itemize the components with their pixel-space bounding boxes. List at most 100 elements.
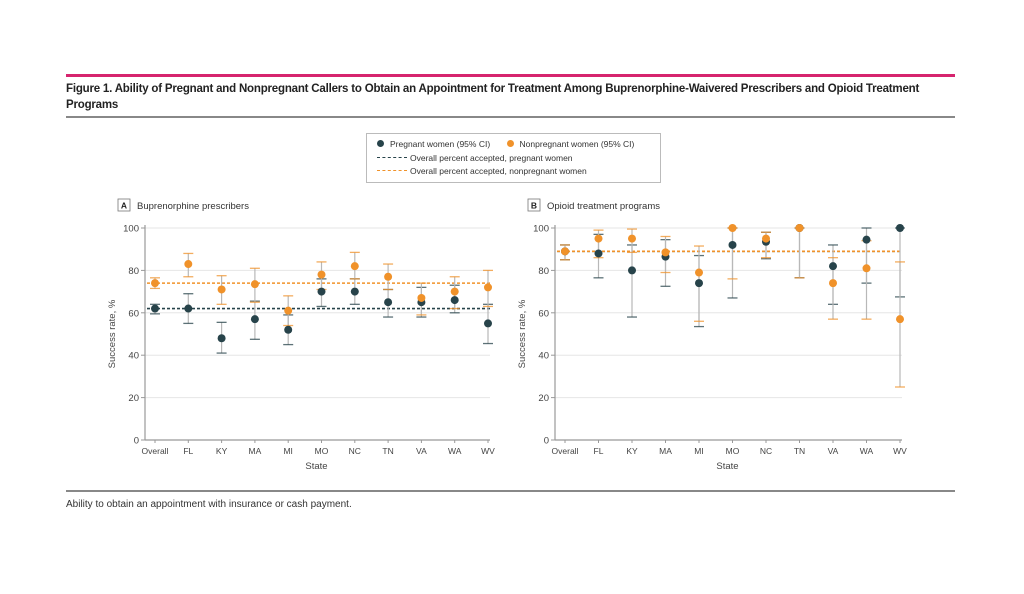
panel-label-box bbox=[117, 198, 131, 212]
x-tick-label: MO bbox=[315, 446, 329, 456]
pregnant-point bbox=[151, 304, 159, 313]
x-tick-label: KY bbox=[216, 446, 228, 456]
nonpregnant-point bbox=[862, 264, 871, 273]
legend-pregnant: Pregnant women (95% CI) bbox=[390, 139, 491, 149]
pregnant-point bbox=[450, 296, 459, 305]
nonpregnant-point bbox=[217, 285, 226, 294]
pregnant-point bbox=[284, 325, 293, 334]
y-tick-label: 80 bbox=[538, 266, 549, 277]
nonpregnant-point bbox=[284, 306, 293, 315]
x-axis-title: State bbox=[716, 461, 738, 472]
x-tick-label: WA bbox=[860, 446, 874, 456]
x-tick-label: TN bbox=[794, 446, 805, 456]
pregnant-point bbox=[250, 315, 259, 324]
x-tick-label: WV bbox=[893, 446, 907, 456]
legend-row-overall-nonpregnant: Overall percent accepted, nonpregnant wo… bbox=[377, 165, 587, 177]
legend-nonpregnant: Nonpregnant women (95% CI) bbox=[519, 139, 635, 149]
legend: Pregnant women (95% CI) Nonpregnant wome… bbox=[366, 133, 661, 183]
pregnant-point bbox=[896, 224, 904, 232]
y-tick-label: 20 bbox=[128, 393, 139, 404]
x-tick-label: FL bbox=[183, 446, 193, 456]
nonpregnant-point bbox=[484, 283, 492, 292]
y-tick-label: 80 bbox=[128, 266, 139, 277]
nonpregnant-point bbox=[184, 260, 193, 269]
x-tick-label: MI bbox=[694, 446, 703, 456]
nonpregnant-point bbox=[250, 280, 259, 289]
x-tick-label: NC bbox=[349, 446, 361, 456]
y-tick-label: 60 bbox=[128, 308, 139, 319]
panel-label: A bbox=[121, 201, 127, 211]
pregnant-point bbox=[695, 279, 703, 288]
nonpregnant-point bbox=[829, 279, 837, 288]
nonpregnant-point bbox=[896, 315, 904, 324]
panel-title: Opioid treatment programs bbox=[547, 201, 660, 212]
x-tick-label: Overall bbox=[552, 446, 579, 456]
nonpregnant-point bbox=[350, 262, 359, 271]
legend-row-overall-pregnant: Overall percent accepted, pregnant women bbox=[377, 152, 573, 164]
panel-label: B bbox=[531, 201, 537, 211]
nonpregnant-point bbox=[594, 234, 603, 243]
pregnant-marker-icon bbox=[377, 140, 384, 148]
y-tick-label: 20 bbox=[538, 393, 549, 404]
pregnant-point bbox=[728, 240, 737, 249]
nonpregnant-point bbox=[151, 279, 159, 288]
y-tick-label: 0 bbox=[544, 436, 549, 447]
x-tick-label: MI bbox=[283, 446, 292, 456]
nonpregnant-point bbox=[762, 234, 770, 243]
x-tick-label: WV bbox=[481, 446, 495, 456]
x-tick-label: VA bbox=[828, 446, 839, 456]
dashed-line-nonpregnant-icon bbox=[377, 170, 407, 172]
figure-caption: Ability to obtain an appointment with in… bbox=[66, 499, 352, 510]
nonpregnant-marker-icon bbox=[506, 140, 514, 148]
nonpregnant-point bbox=[317, 270, 326, 279]
x-tick-label: VA bbox=[416, 446, 427, 456]
x-tick-label: Overall bbox=[142, 446, 169, 456]
figure-title: Figure 1. Ability of Pregnant and Nonpre… bbox=[66, 83, 920, 111]
x-tick-label: KY bbox=[626, 446, 638, 456]
y-tick-label: 100 bbox=[123, 224, 139, 235]
legend-overall-pregnant: Overall percent accepted, pregnant women bbox=[410, 153, 573, 163]
y-tick-label: 40 bbox=[538, 351, 549, 362]
x-axis-title: State bbox=[305, 461, 327, 472]
x-tick-label: FL bbox=[594, 446, 604, 456]
nonpregnant-point bbox=[450, 287, 459, 296]
nonpregnant-point bbox=[661, 248, 670, 257]
panel-title: Buprenorphine prescribers bbox=[137, 201, 249, 212]
figure-bottom-rule bbox=[66, 490, 955, 492]
pregnant-point bbox=[829, 262, 837, 271]
title-divider bbox=[66, 116, 955, 118]
legend-row-markers: Pregnant women (95% CI) Nonpregnant wome… bbox=[377, 138, 634, 150]
nonpregnant-point bbox=[728, 224, 737, 232]
nonpregnant-point bbox=[417, 293, 426, 302]
dashed-line-pregnant-icon bbox=[377, 157, 407, 159]
y-tick-label: 0 bbox=[134, 436, 139, 447]
pregnant-point bbox=[217, 334, 226, 343]
x-tick-label: TN bbox=[382, 446, 393, 456]
pregnant-point bbox=[317, 287, 326, 296]
nonpregnant-point bbox=[795, 224, 804, 232]
x-tick-label: MA bbox=[249, 446, 262, 456]
panel-label-box bbox=[527, 198, 541, 212]
y-axis-title: Success rate, % bbox=[517, 299, 528, 368]
pregnant-point bbox=[350, 287, 359, 296]
pregnant-point bbox=[594, 249, 603, 258]
legend-overall-nonpregnant: Overall percent accepted, nonpregnant wo… bbox=[410, 166, 587, 176]
x-tick-label: NC bbox=[760, 446, 772, 456]
nonpregnant-point bbox=[561, 247, 569, 256]
pregnant-point bbox=[384, 298, 393, 307]
nonpregnant-point bbox=[384, 272, 393, 281]
y-tick-label: 100 bbox=[533, 224, 549, 235]
pregnant-point bbox=[862, 235, 871, 244]
nonpregnant-point bbox=[695, 268, 703, 277]
pregnant-point bbox=[184, 304, 193, 313]
figure-top-rule bbox=[66, 74, 955, 77]
y-axis-title: Success rate, % bbox=[107, 299, 118, 368]
x-tick-label: MA bbox=[659, 446, 672, 456]
x-tick-label: MO bbox=[726, 446, 740, 456]
x-tick-label: WA bbox=[448, 446, 462, 456]
y-tick-label: 60 bbox=[538, 308, 549, 319]
panel-b: B Opioid treatment programs 0 20 40 60 80 100 Ov… bbox=[517, 198, 907, 472]
pregnant-point bbox=[484, 319, 492, 328]
y-tick-label: 40 bbox=[128, 351, 139, 362]
